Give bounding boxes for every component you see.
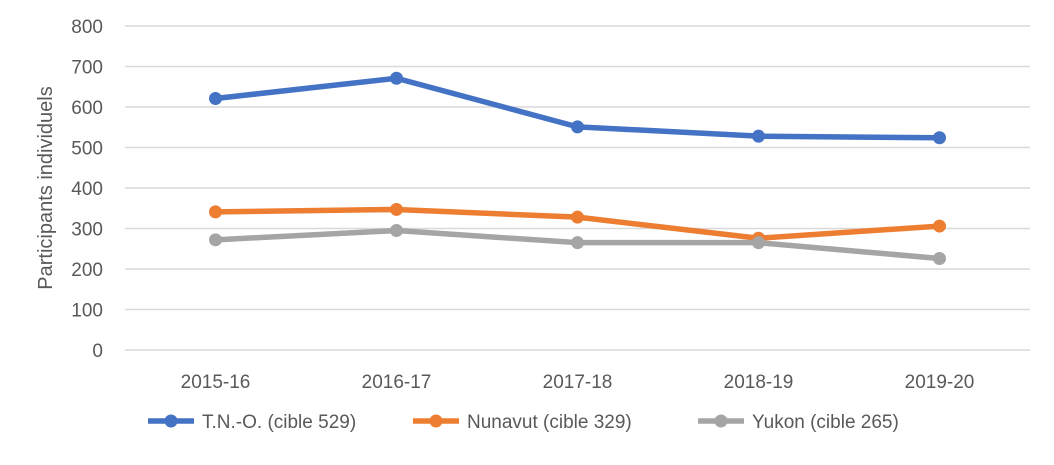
data-point xyxy=(933,219,946,233)
legend-label: Nunavut (cible 329) xyxy=(467,412,632,433)
data-point xyxy=(209,205,222,219)
y-tick-label: 700 xyxy=(71,58,103,79)
y-tick-label: 500 xyxy=(71,139,103,160)
data-point xyxy=(390,224,403,238)
series-0 xyxy=(209,71,946,145)
x-tick-label: 2017-18 xyxy=(543,372,613,393)
y-tick-label: 600 xyxy=(71,98,103,119)
x-tick-label: 2018-19 xyxy=(724,372,794,393)
x-tick-label: 2015-16 xyxy=(181,372,251,393)
y-tick-label: 800 xyxy=(71,17,103,38)
legend-marker xyxy=(164,414,178,428)
legend-item: T.N.-O. (cible 529) xyxy=(148,412,356,433)
data-point xyxy=(209,91,222,105)
y-tick-label: 300 xyxy=(71,220,103,241)
x-tick-label: 2016-17 xyxy=(362,372,432,393)
y-tick-label: 400 xyxy=(71,179,103,200)
data-point xyxy=(390,71,403,85)
data-point xyxy=(209,233,222,247)
y-axis-label: Participants individuels xyxy=(35,86,57,289)
legend-label: Yukon (cible 265) xyxy=(752,412,899,433)
legend-item: Yukon (cible 265) xyxy=(698,412,899,433)
series-2 xyxy=(209,224,946,265)
data-point xyxy=(571,210,584,224)
data-point xyxy=(571,120,584,134)
y-tick-label: 100 xyxy=(71,301,103,322)
data-point xyxy=(933,251,946,265)
data-point xyxy=(571,236,584,250)
y-tick-label: 0 xyxy=(92,341,103,362)
data-point xyxy=(390,202,403,216)
legend-marker xyxy=(714,414,728,428)
data-point xyxy=(752,236,765,250)
y-tick-label: 200 xyxy=(71,260,103,281)
legend-marker xyxy=(429,414,443,428)
legend-label: T.N.-O. (cible 529) xyxy=(202,412,356,433)
data-point xyxy=(752,129,765,143)
x-tick-label: 2019-20 xyxy=(905,372,975,393)
legend-item: Nunavut (cible 329) xyxy=(413,412,632,433)
data-point xyxy=(933,131,946,145)
